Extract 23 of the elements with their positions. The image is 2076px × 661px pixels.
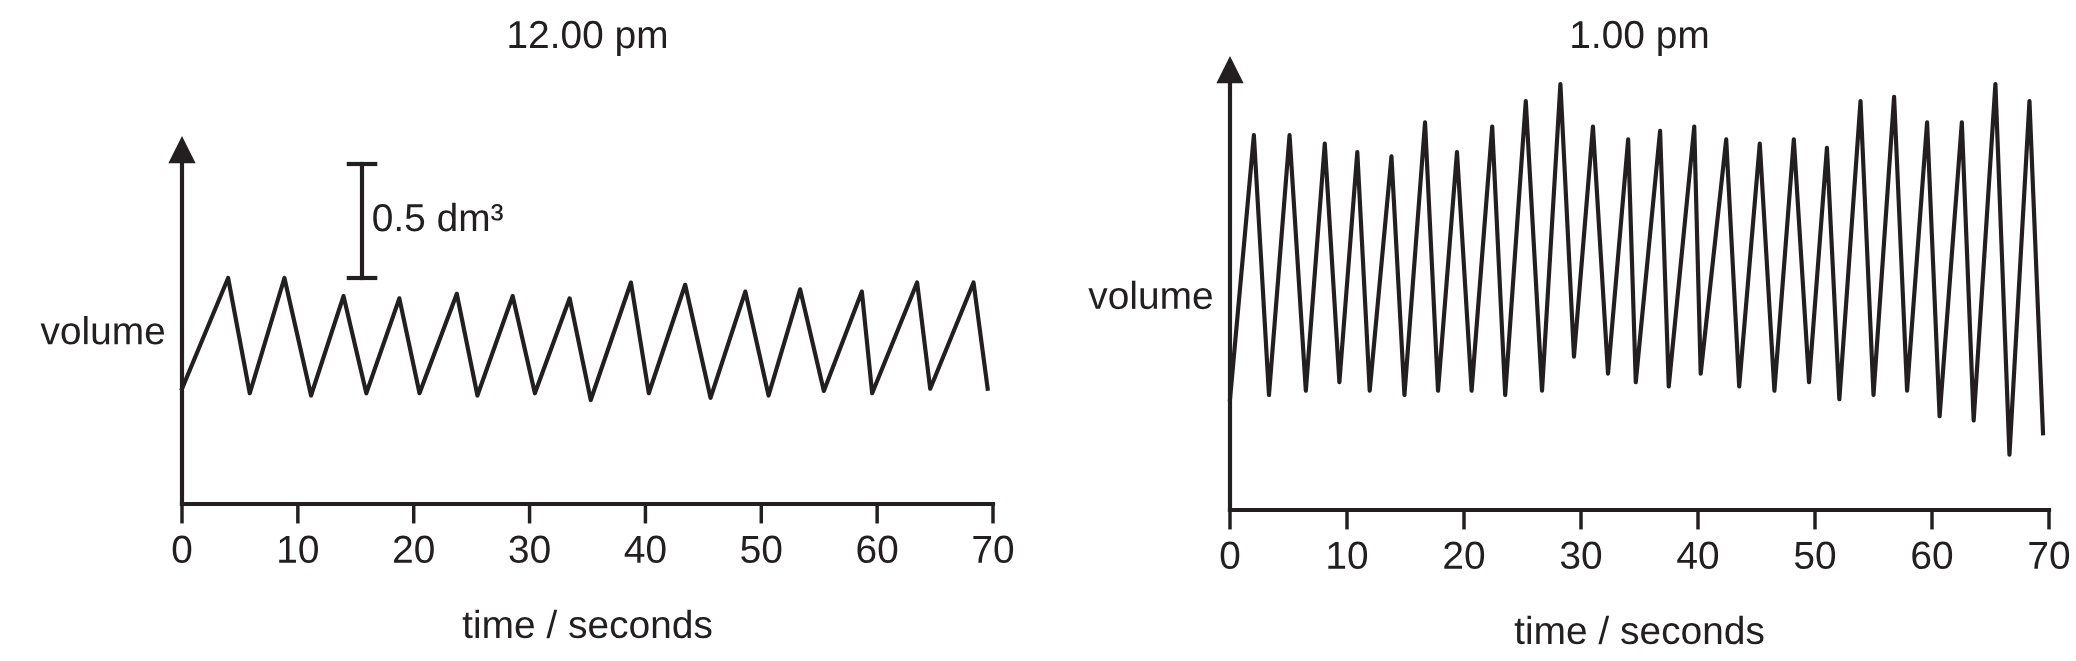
x-tick-label: 30 (509, 535, 550, 564)
x-tick-label: 40 (624, 535, 666, 564)
x-tick-label: 20 (394, 535, 434, 564)
y-axis-title: volume (40, 315, 165, 345)
x-tick-label: 30 (1560, 541, 1602, 570)
text: 0.5 dm³ (373, 202, 503, 232)
x-tick-label: 50 (1794, 541, 1836, 570)
x-tick-label: 40 (1677, 541, 1719, 570)
chart-title: 12.00 pm (509, 20, 667, 57)
x-tick-label: 20 (1444, 541, 1485, 570)
x-tick-label: 70 (2029, 541, 2070, 570)
x-tick-label: 50 (741, 535, 782, 564)
x-axis-title: time / seconds (1514, 615, 1764, 645)
x-axis-title: time / seconds (462, 609, 712, 639)
x-tick-label: 0 (172, 535, 192, 564)
x-tick-label: 70 (973, 535, 1014, 564)
chart-title: 1.00 pm (1572, 20, 1708, 57)
x-tick-label: 10 (1328, 541, 1368, 570)
y-axis-title: volume (1088, 280, 1212, 310)
x-tick-label: 10 (279, 535, 318, 564)
x-tick-label: 60 (857, 535, 898, 564)
x-tick-label: 60 (1912, 541, 1953, 570)
x-tick-label: 0 (1220, 541, 1240, 570)
